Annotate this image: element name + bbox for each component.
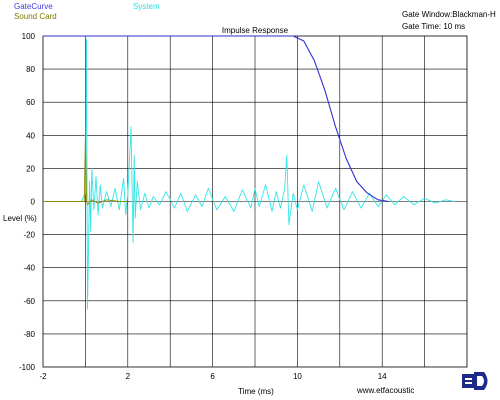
chart-title: Impulse Response bbox=[222, 26, 289, 35]
sound-card-line bbox=[43, 134, 128, 206]
x-tick-label: -2 bbox=[39, 372, 47, 381]
gatecurve-line bbox=[43, 35, 389, 203]
etf-logo-icon bbox=[462, 372, 488, 390]
x-axis-label: Time (ms) bbox=[238, 387, 274, 396]
y-tick-label: -20 bbox=[23, 231, 35, 240]
legend-gatecurve: GateCurve bbox=[14, 2, 53, 11]
gate-window-label: Gate Window:Blackman-H bbox=[402, 10, 496, 19]
x-tick-label: 2 bbox=[126, 372, 131, 381]
y-tick-label: 0 bbox=[31, 198, 36, 207]
y-tick-label: -60 bbox=[23, 297, 35, 306]
x-tick-label: 10 bbox=[293, 372, 302, 381]
y-axis-label: Level (%) bbox=[3, 214, 37, 223]
y-tick-label: -100 bbox=[19, 363, 36, 372]
legend-sound-card: Sound Card bbox=[14, 12, 57, 21]
system-line bbox=[80, 38, 455, 310]
y-tick-label: 20 bbox=[26, 164, 35, 173]
y-tick-label: 40 bbox=[26, 131, 35, 140]
y-tick-label: 60 bbox=[26, 98, 35, 107]
legend-system: System bbox=[133, 2, 160, 11]
y-tick-label: -40 bbox=[23, 264, 35, 273]
gate-time-label: Gate Time: 10 ms bbox=[402, 22, 466, 31]
y-tick-label: -80 bbox=[23, 330, 35, 339]
y-tick-label: 100 bbox=[22, 32, 36, 41]
y-tick-label: 80 bbox=[26, 65, 35, 74]
x-tick-label: 14 bbox=[378, 372, 387, 381]
watermark-text: www.etfacoustic bbox=[357, 386, 415, 395]
x-tick-label: 6 bbox=[210, 372, 215, 381]
